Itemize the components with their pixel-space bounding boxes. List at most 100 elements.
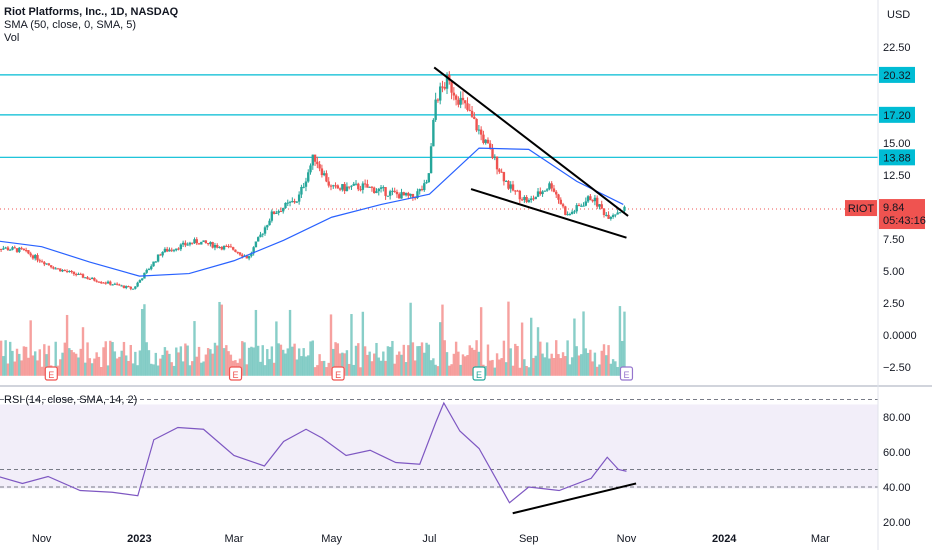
candle-body <box>334 185 337 187</box>
volume-bar <box>423 352 426 376</box>
volume-bar <box>245 364 249 376</box>
volume-bar <box>11 350 14 376</box>
volume-bar <box>352 364 355 376</box>
candle-body <box>616 212 619 215</box>
candle-body <box>386 195 390 197</box>
candle-body <box>338 188 342 190</box>
volume-bar <box>400 354 403 376</box>
x-label-Nov: Nov <box>32 533 52 545</box>
volume-bar <box>179 346 183 376</box>
candle-body <box>520 199 524 201</box>
candle-body <box>125 286 128 288</box>
price-tick-7.50: 7.50 <box>883 234 904 246</box>
volume-bar <box>386 346 390 376</box>
volume-bar <box>514 343 517 376</box>
volume-bar <box>543 357 547 376</box>
price-tick-2.50: 2.50 <box>883 298 904 310</box>
volume-bar <box>115 358 119 376</box>
candle-body <box>443 86 446 89</box>
candle-body <box>154 261 158 263</box>
candle-body <box>413 197 417 199</box>
candle-body <box>498 169 501 172</box>
volume-bar <box>168 353 171 376</box>
candle-body <box>268 220 271 226</box>
candle-body <box>552 188 556 192</box>
volume-bar <box>220 304 223 376</box>
x-label-Jul: Jul <box>422 533 436 545</box>
volume-bar <box>516 345 519 376</box>
volume-bars <box>0 301 626 376</box>
volume-bar <box>84 362 87 376</box>
volume-bar <box>13 361 16 376</box>
volume-bar <box>322 360 326 376</box>
candle-body <box>140 278 144 281</box>
volume-bar <box>293 343 296 376</box>
candle-body <box>400 192 403 199</box>
volume-bar <box>584 348 588 376</box>
candle-body <box>250 253 253 257</box>
candle-body <box>286 202 289 204</box>
volume-bar <box>411 342 415 376</box>
volume-bar <box>445 352 449 376</box>
candle-body <box>363 183 367 185</box>
candle-body <box>284 202 287 209</box>
volume-bar <box>295 359 299 376</box>
earnings-icon <box>472 366 486 381</box>
volume-bar <box>475 340 478 376</box>
volume-bar <box>286 348 289 376</box>
candle-body <box>6 247 10 251</box>
volume-bar <box>261 345 264 376</box>
candle-body <box>450 80 453 93</box>
rsi-line <box>0 401 627 504</box>
earnings-icon <box>228 366 243 381</box>
candle-body <box>598 204 601 207</box>
candle-body <box>532 198 535 200</box>
volume-bar <box>589 349 592 376</box>
candle-body <box>34 255 37 259</box>
volume-bar <box>525 365 528 376</box>
volume-bar <box>181 361 185 376</box>
volume-bar <box>134 351 137 376</box>
candle-body <box>227 246 230 248</box>
volume-bar <box>31 355 35 376</box>
candle-body <box>525 197 528 202</box>
volume-bar <box>177 352 180 376</box>
volume-bar <box>129 344 132 376</box>
volume-bar <box>206 348 210 376</box>
volume-bar <box>268 359 271 376</box>
candle-body <box>109 281 112 285</box>
volume-bar <box>38 349 41 376</box>
volume-bar <box>605 355 608 376</box>
candle-body <box>322 173 326 176</box>
candle-body <box>97 281 101 283</box>
volume-bar <box>621 340 624 376</box>
volume-bar <box>427 344 431 376</box>
candle-body <box>527 200 531 202</box>
candle-body <box>36 255 39 261</box>
volume-bar <box>247 347 251 376</box>
volume-bar <box>36 360 39 376</box>
candle-body <box>2 248 5 250</box>
volume-bar <box>609 363 613 376</box>
volume-bar <box>29 320 32 376</box>
volume-bar <box>156 365 160 376</box>
earnings-letter: E <box>476 370 482 380</box>
volume-bar <box>95 352 98 376</box>
candle-body <box>464 100 467 104</box>
countdown-label: 05:43:16 <box>883 215 926 227</box>
earnings-letter: E <box>48 370 54 380</box>
volume-bar <box>102 347 105 376</box>
volume-bar <box>40 366 44 376</box>
volume-bar <box>56 365 60 376</box>
price-tick-12.50: 12.50 <box>883 170 911 182</box>
candle-body <box>188 242 192 245</box>
candle-body <box>373 187 376 194</box>
price-tick-22.50: 22.50 <box>883 42 911 54</box>
candle-body <box>404 193 408 196</box>
volume-bar <box>377 357 380 376</box>
candle-body <box>86 277 89 279</box>
candle-body <box>161 251 164 256</box>
volume-bar <box>434 364 437 376</box>
candle-body <box>275 212 278 214</box>
